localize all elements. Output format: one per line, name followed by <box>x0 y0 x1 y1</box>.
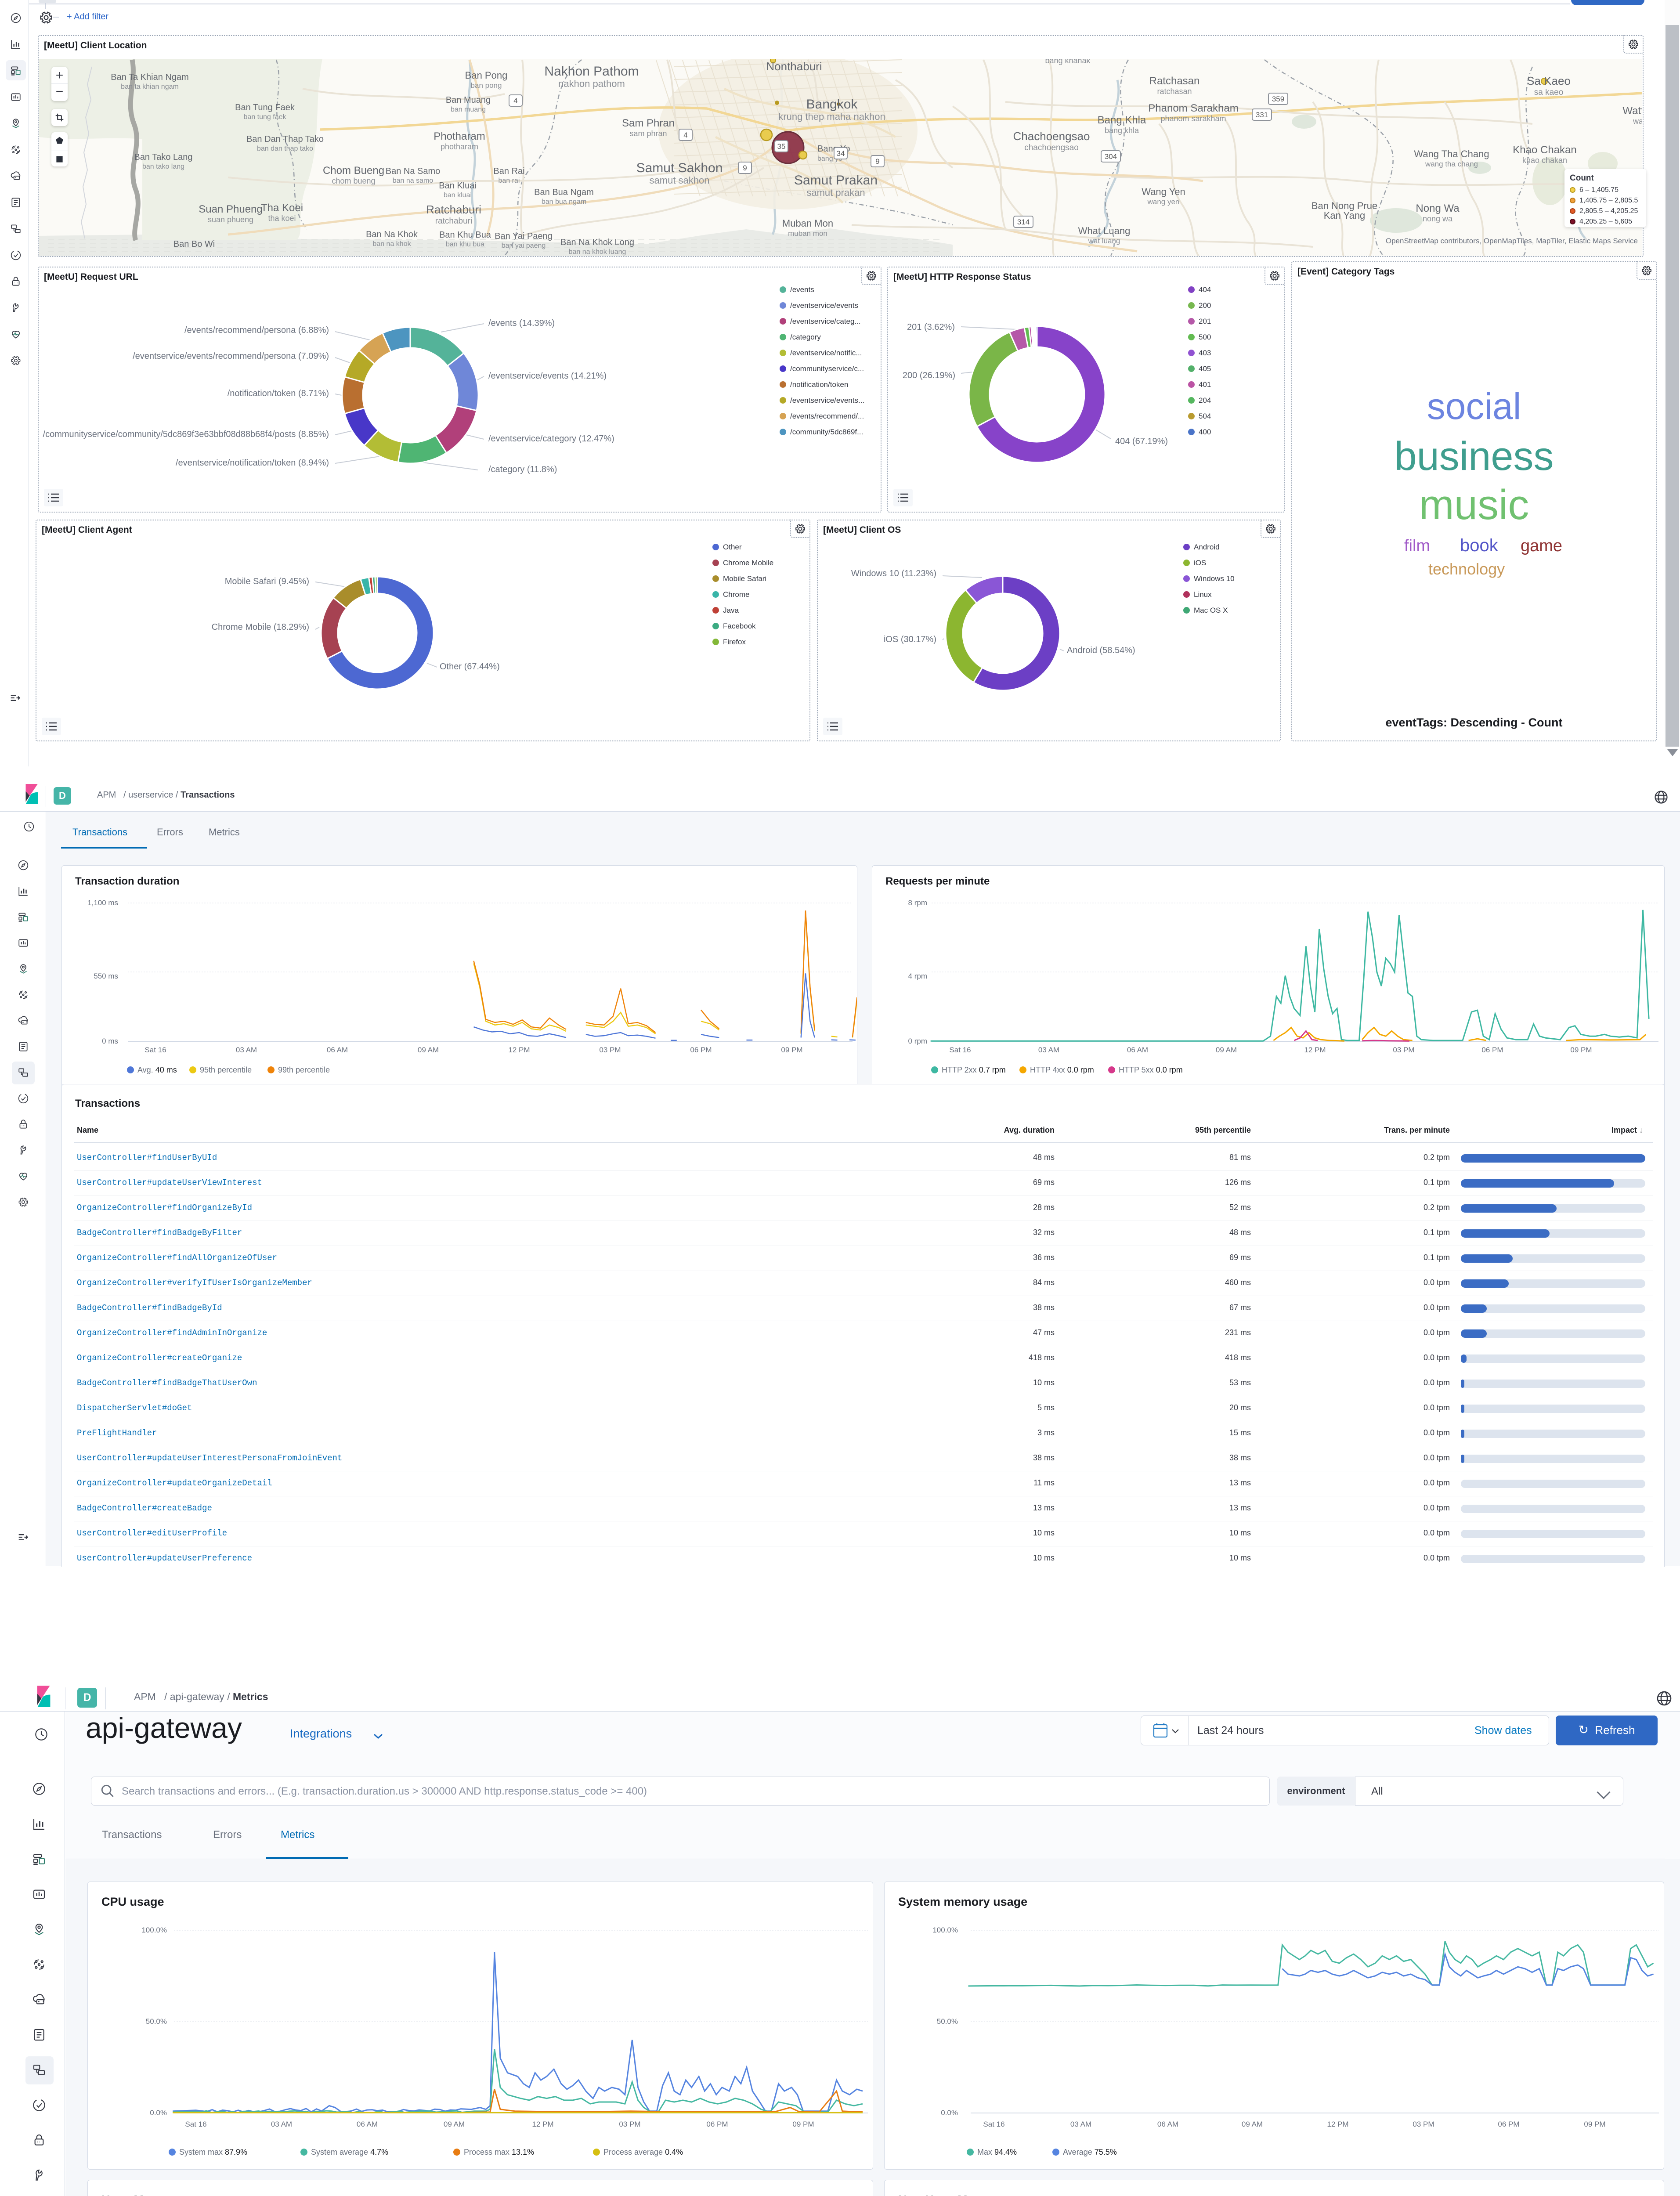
svg-text:Muban Mon: Muban Mon <box>782 218 833 229</box>
svg-text:Ban Muang: Ban Muang <box>446 95 491 105</box>
svg-text:314: 314 <box>1017 218 1030 226</box>
svg-text:ban yai paeng: ban yai paeng <box>502 242 546 249</box>
svg-text:ban rai: ban rai <box>499 177 520 184</box>
svg-text:wang tha chang: wang tha chang <box>1425 160 1478 168</box>
svg-text:Kan Yang: Kan Yang <box>1324 210 1366 221</box>
svg-text:Ban Bo Wi: Ban Bo Wi <box>173 239 215 249</box>
svg-text:ratchaburi: ratchaburi <box>435 217 473 226</box>
svg-text:Ban Pong: Ban Pong <box>465 70 508 81</box>
svg-text:Ban Na Khok Long: Ban Na Khok Long <box>560 238 634 247</box>
svg-text:khao chakan: khao chakan <box>1522 156 1567 165</box>
svg-text:Samut Prakan: Samut Prakan <box>794 173 878 188</box>
svg-text:tha koei: tha koei <box>268 214 296 223</box>
svg-text:Ban Tako Lang: Ban Tako Lang <box>134 152 192 162</box>
svg-text:ban na khok: ban na khok <box>372 240 411 248</box>
svg-text:ban na samo: ban na samo <box>393 177 434 184</box>
svg-text:ratchasan: ratchasan <box>1157 87 1192 96</box>
svg-text:Nakhon Pathom: Nakhon Pathom <box>544 64 639 79</box>
svg-text:nong wa: nong wa <box>1423 214 1453 223</box>
svg-text:Ban Rai: Ban Rai <box>493 166 524 176</box>
svg-text:Samut Sakhon: Samut Sakhon <box>636 161 723 175</box>
svg-text:304: 304 <box>1105 152 1117 161</box>
svg-text:Ban Bua Ngam: Ban Bua Ngam <box>534 188 594 197</box>
svg-text:331: 331 <box>1256 111 1268 119</box>
svg-text:Khao Chakan: Khao Chakan <box>1513 144 1576 156</box>
svg-text:Ban Kluai: Ban Kluai <box>439 181 477 191</box>
svg-text:Ban Nong Prue: Ban Nong Prue <box>1311 200 1377 211</box>
svg-text:chachoengsao: chachoengsao <box>1024 143 1079 152</box>
svg-text:samut sakhon: samut sakhon <box>650 175 710 186</box>
svg-text:bang khla: bang khla <box>1105 126 1139 135</box>
svg-text:ban na khok luang: ban na khok luang <box>569 248 626 256</box>
svg-text:ban bua ngam: ban bua ngam <box>542 198 586 206</box>
svg-text:ban pong: ban pong <box>471 81 502 90</box>
svg-text:ban kluai: ban kluai <box>444 191 472 199</box>
svg-text:What Luang: What Luang <box>1078 225 1131 236</box>
svg-text:sa kaeo: sa kaeo <box>1534 88 1564 97</box>
svg-text:wang yen: wang yen <box>1147 198 1180 206</box>
svg-text:4: 4 <box>683 131 687 139</box>
svg-text:Ban Na Samo: Ban Na Samo <box>386 166 441 176</box>
svg-text:ban ta khian ngam: ban ta khian ngam <box>121 83 179 90</box>
svg-text:Ratchaburi: Ratchaburi <box>426 203 481 216</box>
svg-text:4: 4 <box>513 97 517 105</box>
svg-text:chom bueng: chom bueng <box>332 177 375 185</box>
svg-text:OpenStreetMap contributors, Op: OpenStreetMap contributors, OpenMapTiles… <box>1386 237 1638 245</box>
svg-text:phanom sarakham: phanom sarakham <box>1160 114 1226 123</box>
svg-text:bang khanak: bang khanak <box>1045 59 1091 65</box>
svg-text:ban khu bua: ban khu bua <box>446 241 484 248</box>
svg-text:Phanom Sarakham: Phanom Sarakham <box>1148 102 1238 114</box>
svg-text:Ban Ta Khian Ngam: Ban Ta Khian Ngam <box>111 72 189 82</box>
svg-text:Ban Yai Paeng: Ban Yai Paeng <box>495 231 553 241</box>
svg-text:9: 9 <box>743 164 747 172</box>
svg-text:Nonthaburi: Nonthaburi <box>766 60 822 73</box>
svg-text:sam phran: sam phran <box>629 129 667 138</box>
svg-text:Ban Na Khok: Ban Na Khok <box>366 230 418 239</box>
svg-text:wat luang: wat luang <box>1088 237 1120 245</box>
svg-text:nakhon pathom: nakhon pathom <box>558 78 625 89</box>
svg-text:Photharam: Photharam <box>434 130 485 142</box>
svg-text:krung thep maha nakhon: krung thep maha nakhon <box>778 111 885 122</box>
svg-text:photharam: photharam <box>441 142 478 151</box>
svg-text:Wattha: Wattha <box>1622 105 1642 117</box>
svg-text:Nong Wa: Nong Wa <box>1416 202 1460 214</box>
svg-text:muban mon: muban mon <box>788 229 827 238</box>
svg-text:ban dan thap tako: ban dan thap tako <box>257 145 313 152</box>
svg-text:suan phueng: suan phueng <box>208 215 253 224</box>
svg-text:Suan Phueng: Suan Phueng <box>199 203 262 215</box>
svg-text:Bang Khla: Bang Khla <box>1098 114 1146 126</box>
svg-text:Ban Khu Bua: Ban Khu Bua <box>439 230 491 240</box>
svg-text:ban tung faek: ban tung faek <box>244 113 287 121</box>
svg-text:35: 35 <box>777 142 786 151</box>
svg-text:Sa Kaeo: Sa Kaeo <box>1527 74 1571 87</box>
svg-text:34: 34 <box>837 149 845 158</box>
svg-text:Chachoengsao: Chachoengsao <box>1013 130 1090 143</box>
svg-text:9: 9 <box>875 157 879 166</box>
svg-text:Ban Dan Thap Tako: Ban Dan Thap Tako <box>246 134 324 144</box>
svg-text:wat: wat <box>1633 117 1642 126</box>
svg-text:Chom Bueng: Chom Bueng <box>323 165 384 177</box>
svg-text:Bangkok: Bangkok <box>806 97 858 112</box>
svg-text:Tha Koei: Tha Koei <box>261 202 303 214</box>
svg-text:ban muang: ban muang <box>451 106 486 113</box>
svg-text:samut prakan: samut prakan <box>806 187 865 198</box>
svg-text:359: 359 <box>1272 95 1284 103</box>
svg-text:ban tako lang: ban tako lang <box>142 163 184 170</box>
svg-text:Wang Yen: Wang Yen <box>1142 186 1185 197</box>
svg-text:Ratchasan: Ratchasan <box>1149 75 1200 87</box>
svg-text:Sam Phran: Sam Phran <box>622 117 675 129</box>
svg-text:Wang Tha Chang: Wang Tha Chang <box>1414 148 1489 159</box>
svg-text:Ban Tung Faek: Ban Tung Faek <box>235 103 295 112</box>
